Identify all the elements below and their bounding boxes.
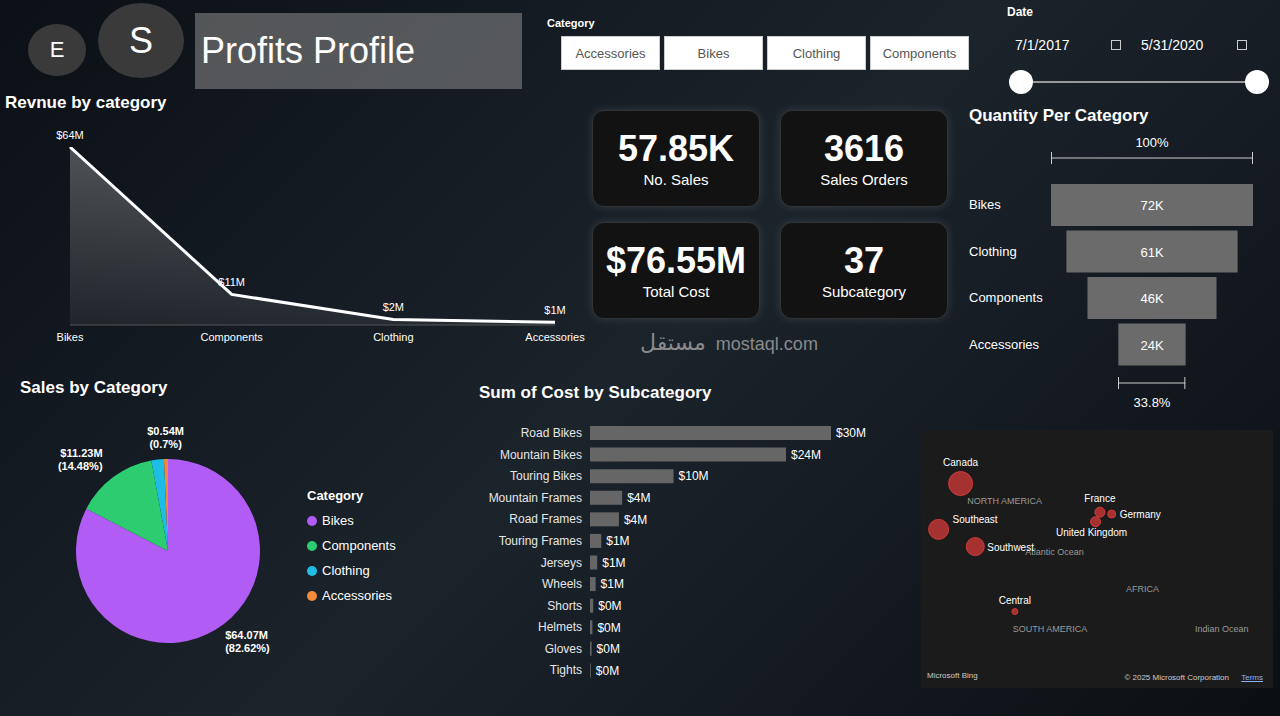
svg-text:$24M: $24M bbox=[791, 448, 821, 462]
svg-text:61K: 61K bbox=[1140, 245, 1163, 260]
svg-text:Mountain Bikes: Mountain Bikes bbox=[500, 448, 582, 462]
svg-text:$30M: $30M bbox=[836, 426, 866, 440]
svg-text:24K: 24K bbox=[1140, 338, 1163, 353]
svg-text:Bikes: Bikes bbox=[969, 197, 1001, 212]
svg-text:$0M: $0M bbox=[598, 599, 621, 613]
svg-text:France: France bbox=[1084, 493, 1116, 504]
svg-text:$1M: $1M bbox=[544, 304, 565, 316]
html-text:Accessories: Accessories bbox=[575, 45, 646, 61]
svg-text:$11M: $11M bbox=[218, 276, 245, 288]
html-text:Sum of Cost by Subcategory: Sum of Cost by Subcategory bbox=[479, 383, 712, 402]
svg-text:Central: Central bbox=[999, 595, 1031, 606]
html-text:Clothing: Clothing bbox=[322, 563, 370, 578]
html-text:© 2025 Microsoft Corporation: © 2025 Microsoft Corporation bbox=[1124, 673, 1229, 682]
svg-text:Touring Frames: Touring Frames bbox=[499, 534, 582, 548]
html-text:Sales Orders: Sales Orders bbox=[820, 171, 908, 188]
svg-text:Germany: Germany bbox=[1120, 509, 1161, 520]
svg-text:$11.23M(14.48%): $11.23M(14.48%) bbox=[58, 447, 103, 472]
svg-text:Accessories: Accessories bbox=[969, 337, 1040, 352]
svg-text:Bikes: Bikes bbox=[57, 331, 84, 343]
svg-text:SOUTH AMERICA: SOUTH AMERICA bbox=[1013, 624, 1088, 634]
svg-text:$4M: $4M bbox=[627, 491, 650, 505]
svg-text:$2M: $2M bbox=[383, 301, 404, 313]
svg-text:Clothing: Clothing bbox=[373, 331, 413, 343]
html-text:Sales by Category: Sales by Category bbox=[20, 378, 168, 397]
svg-text:Southwest: Southwest bbox=[987, 542, 1034, 553]
html-text:Terms: Terms bbox=[1241, 673, 1263, 682]
html-text:Microsoft Bing: Microsoft Bing bbox=[927, 671, 978, 680]
html-text:Clothing: Clothing bbox=[792, 45, 841, 61]
html-text:Profits Profile: Profits Profile bbox=[201, 30, 416, 71]
svg-text:Wheels: Wheels bbox=[542, 577, 582, 591]
html-text:Total Cost: Total Cost bbox=[642, 283, 710, 300]
svg-text:Atlantic Ocean: Atlantic Ocean bbox=[1025, 547, 1084, 558]
html-text:$76.55M: $76.55M bbox=[605, 240, 746, 281]
html-text:33.8%: 33.8% bbox=[1133, 395, 1171, 410]
html-text:S: S bbox=[129, 19, 153, 61]
html-text:Bikes: Bikes bbox=[697, 45, 730, 61]
html-text:37: 37 bbox=[844, 240, 884, 281]
svg-text:Accessories: Accessories bbox=[525, 331, 585, 343]
html-text:Components: Components bbox=[882, 45, 957, 61]
svg-text:Tights: Tights bbox=[550, 663, 582, 677]
html-text:Components: Components bbox=[322, 538, 396, 553]
svg-text:Mountain Frames: Mountain Frames bbox=[489, 491, 582, 505]
html-text:7/1/2017: 7/1/2017 bbox=[1015, 37, 1070, 53]
svg-text:United Kingdom: United Kingdom bbox=[1056, 527, 1127, 538]
svg-text:$0M: $0M bbox=[596, 664, 619, 678]
svg-text:Jerseys: Jerseys bbox=[541, 556, 582, 570]
svg-text:Road Frames: Road Frames bbox=[509, 512, 582, 526]
svg-text:$1M: $1M bbox=[606, 534, 629, 548]
svg-text:AFRICA: AFRICA bbox=[1126, 584, 1159, 594]
html-text:Date: Date bbox=[1007, 5, 1033, 19]
html-text:Bikes: Bikes bbox=[322, 513, 354, 528]
svg-text:Indian Ocean: Indian Ocean bbox=[1195, 624, 1249, 634]
svg-text:Touring Bikes: Touring Bikes bbox=[510, 469, 582, 483]
svg-text:Road Bikes: Road Bikes bbox=[521, 426, 582, 440]
svg-text:NORTH AMERICA: NORTH AMERICA bbox=[967, 496, 1042, 506]
svg-text:Helmets: Helmets bbox=[538, 620, 582, 634]
svg-text:Components: Components bbox=[200, 331, 263, 343]
svg-text:72K: 72K bbox=[1140, 198, 1163, 213]
html-text:3616: 3616 bbox=[824, 128, 904, 169]
svg-text:Components: Components bbox=[969, 290, 1043, 305]
svg-text:$1M: $1M bbox=[601, 577, 624, 591]
svg-text:$0M: $0M bbox=[597, 642, 620, 656]
html-text:Revnue by category: Revnue by category bbox=[5, 93, 167, 112]
svg-text:Southeast: Southeast bbox=[953, 514, 998, 525]
html-text:Quantity Per Category: Quantity Per Category bbox=[969, 106, 1149, 125]
svg-text:$64M: $64M bbox=[56, 129, 84, 141]
html-text:مستقل: مستقل bbox=[640, 330, 706, 355]
html-text:Category: Category bbox=[547, 17, 595, 29]
svg-text:$1M: $1M bbox=[602, 556, 625, 570]
svg-text:Gloves: Gloves bbox=[545, 642, 582, 656]
svg-text:$64.07M(82.62%): $64.07M(82.62%) bbox=[225, 629, 270, 654]
html-text:mostaql.com: mostaql.com bbox=[715, 334, 818, 354]
svg-text:$4M: $4M bbox=[624, 513, 647, 527]
svg-text:$0M: $0M bbox=[597, 621, 620, 635]
html-text:Subcategory: Subcategory bbox=[821, 283, 907, 300]
svg-text:Canada: Canada bbox=[943, 457, 978, 468]
svg-text:$10M: $10M bbox=[679, 469, 709, 483]
html-text:5/31/2020: 5/31/2020 bbox=[1141, 37, 1204, 53]
svg-text:Clothing: Clothing bbox=[969, 244, 1017, 259]
svg-text:46K: 46K bbox=[1140, 291, 1163, 306]
html-text:No. Sales: No. Sales bbox=[643, 171, 709, 188]
svg-text:$0.54M(0.7%): $0.54M(0.7%) bbox=[147, 425, 184, 450]
svg-text:Shorts: Shorts bbox=[547, 599, 582, 613]
html-text:100%: 100% bbox=[1135, 135, 1169, 150]
html-text:57.85K: 57.85K bbox=[618, 128, 734, 169]
html-text:Category: Category bbox=[307, 488, 364, 503]
html-text:Accessories: Accessories bbox=[322, 588, 393, 603]
html-text:E: E bbox=[49, 37, 65, 62]
